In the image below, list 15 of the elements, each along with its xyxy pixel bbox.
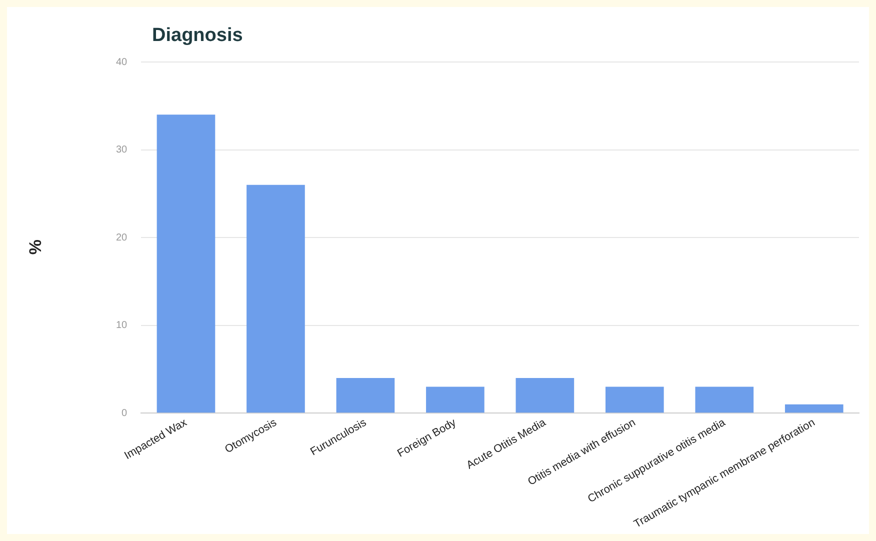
chart-title: Diagnosis — [152, 25, 243, 47]
y-tick-label: 40 — [116, 56, 128, 68]
bar — [336, 378, 395, 413]
bar — [246, 184, 305, 413]
bar — [784, 404, 844, 413]
y-tick-label: 20 — [116, 232, 128, 244]
bar — [156, 114, 216, 413]
bar — [606, 386, 664, 413]
y-tick-label: 0 — [122, 408, 128, 419]
bar — [695, 386, 754, 413]
y-tick-label: 10 — [116, 320, 128, 332]
y-tick-label: 30 — [116, 144, 128, 156]
bar — [426, 386, 484, 413]
y-axis-title: % — [26, 238, 46, 257]
bar — [516, 378, 574, 413]
